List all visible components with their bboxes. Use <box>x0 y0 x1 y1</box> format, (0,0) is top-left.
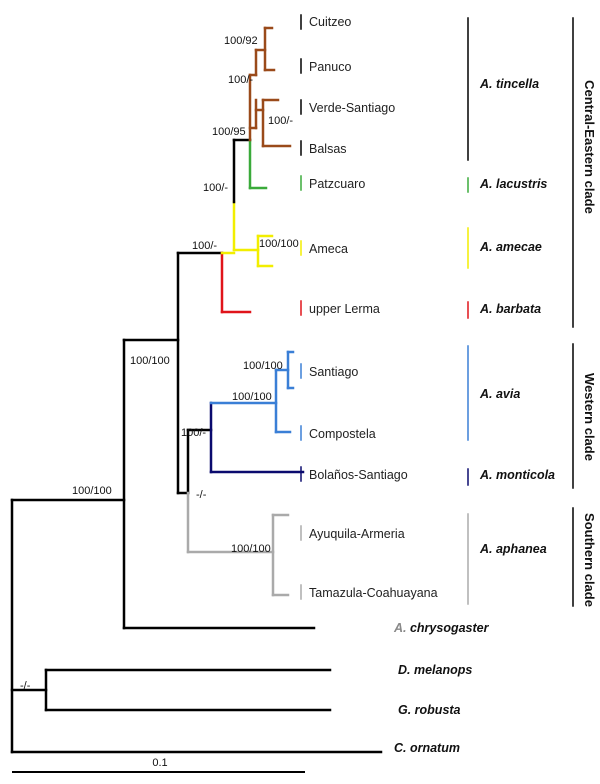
tip-label-panuco: Panuco <box>309 60 351 74</box>
tip-label-tamazula-coahuayana: Tamazula-Coahuayana <box>309 586 438 600</box>
clade-label-central-eastern: Central-Eastern clade <box>582 80 597 214</box>
support-aphanea: 100/100 <box>231 543 271 555</box>
species-label-robusta: G. robusta <box>398 703 461 717</box>
tip-label-verde-santiago: Verde-Santiago <box>309 101 395 115</box>
support-ameca: 100/100 <box>259 238 299 250</box>
species-label-amecae: A. amecae <box>479 240 542 254</box>
support-tincella-clade: 100/95 <box>212 126 246 138</box>
clade-label-western: Western clade <box>582 373 597 461</box>
species-label-monticola: A. monticola <box>479 468 555 482</box>
group-bars <box>467 17 574 607</box>
tip-label-compostela: Compostela <box>309 427 376 441</box>
species-label-barbata: A. barbata <box>479 302 541 316</box>
support-western: 100/- <box>181 427 206 439</box>
support-west-south: -/- <box>196 489 207 501</box>
tip-label-cuitzeo: Cuitzeo <box>309 15 351 29</box>
tip-label-balsas: Balsas <box>309 142 347 156</box>
support-with-ameca: 100/- <box>192 240 217 252</box>
tip-label-patzcuaro: Patzcuaro <box>309 177 365 191</box>
support-upper-three: 100/- <box>228 74 253 86</box>
species-label-tincella: A. tincella <box>479 77 539 91</box>
tip-label-ameca: Ameca <box>309 242 348 256</box>
species-label-aphanea: A. aphanea <box>479 542 547 556</box>
tip-label-upper-lerma: upper Lerma <box>309 302 380 316</box>
support-santiago: 100/100 <box>243 360 283 372</box>
species-label-melanops: D. melanops <box>398 663 472 677</box>
species-label-chrysogaster: A. chrysogaster <box>393 621 490 635</box>
support-avia: 100/100 <box>232 391 272 403</box>
tip-label-ayuquila-armeria: Ayuquila-Armeria <box>309 527 405 541</box>
support-cuitzeo-panuco: 100/92 <box>224 35 258 47</box>
support-outgroup-pair: -/- <box>20 680 31 692</box>
tip-label-santiago: Santiago <box>309 365 358 379</box>
tree-branches <box>10 26 383 754</box>
species-label-lacustris: A. lacustris <box>479 177 547 191</box>
species-label-avia: A. avia <box>479 387 520 401</box>
clade-label-southern: Southern clade <box>582 513 597 607</box>
support-verde-balsas: 100/- <box>268 115 293 127</box>
scale-bar-label: 0.1 <box>152 757 167 769</box>
support-with-patzcuaro: 100/- <box>203 182 228 194</box>
support-ingroup: 100/100 <box>130 355 170 367</box>
tip-label-bolanos-santiago: Bolaños-Santiago <box>309 468 408 482</box>
support-root-ingroup: 100/100 <box>72 485 112 497</box>
species-label-ornatum: C. ornatum <box>394 741 460 755</box>
